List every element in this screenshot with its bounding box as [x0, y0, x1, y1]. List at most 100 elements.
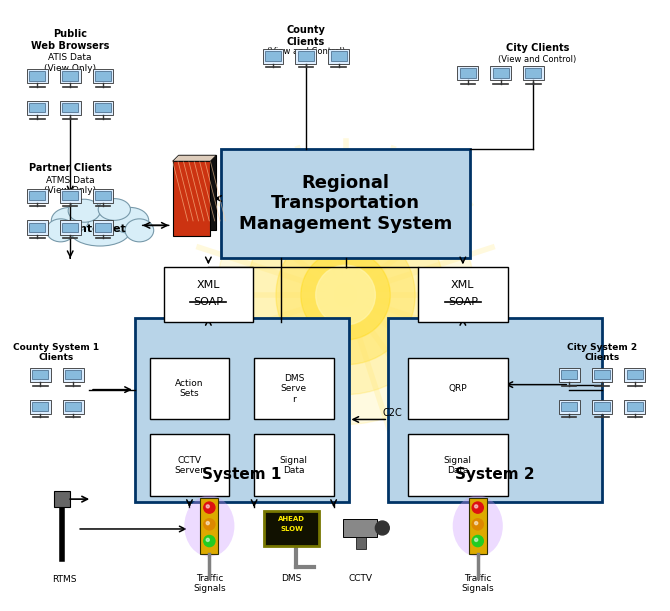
Bar — [65, 370, 81, 379]
Bar — [95, 71, 111, 81]
Bar — [60, 69, 80, 84]
Text: (View and Control): (View and Control) — [267, 47, 345, 56]
Ellipse shape — [98, 199, 131, 221]
Bar — [27, 101, 48, 115]
Bar — [626, 370, 643, 379]
Text: SLOW: SLOW — [281, 526, 304, 532]
Text: City Clients: City Clients — [506, 43, 569, 53]
Ellipse shape — [184, 496, 234, 557]
Text: DMS
Serve
r: DMS Serve r — [281, 374, 307, 403]
Bar — [594, 401, 610, 411]
Bar — [297, 51, 314, 60]
Bar — [330, 51, 346, 60]
Bar — [32, 401, 48, 411]
Circle shape — [474, 522, 478, 525]
Bar — [265, 51, 281, 60]
Bar — [561, 370, 578, 379]
Bar — [29, 191, 46, 200]
Bar — [561, 401, 578, 411]
Bar — [626, 401, 643, 411]
Bar — [27, 221, 48, 235]
Circle shape — [246, 196, 445, 395]
Bar — [460, 68, 476, 78]
Bar — [92, 221, 113, 235]
Polygon shape — [173, 155, 216, 161]
Bar — [27, 189, 48, 203]
Bar — [624, 368, 645, 382]
Text: QRP: QRP — [448, 384, 467, 393]
Bar — [200, 498, 218, 554]
Bar — [149, 358, 229, 420]
Bar — [469, 498, 486, 554]
Bar — [30, 368, 51, 382]
Bar — [92, 101, 113, 115]
Bar — [30, 400, 51, 414]
Text: Action
Sets: Action Sets — [176, 379, 204, 398]
Text: (View and Control): (View and Control) — [498, 55, 576, 64]
Circle shape — [474, 538, 478, 541]
Circle shape — [375, 521, 389, 535]
Text: County System 1
Clients: County System 1 Clients — [13, 343, 99, 362]
Text: AHEAD: AHEAD — [278, 516, 306, 522]
Polygon shape — [178, 155, 216, 230]
Bar — [63, 400, 84, 414]
Bar — [492, 68, 509, 78]
Bar — [592, 400, 612, 414]
Bar — [60, 101, 80, 115]
Bar — [62, 71, 78, 81]
Text: RTMS: RTMS — [52, 575, 76, 584]
Circle shape — [474, 505, 478, 508]
Text: System 2: System 2 — [456, 467, 535, 481]
Text: Internet: Internet — [74, 224, 125, 235]
Polygon shape — [173, 161, 210, 236]
Bar — [295, 49, 316, 64]
Text: DMS: DMS — [281, 574, 301, 583]
Bar — [221, 148, 470, 258]
Bar — [342, 519, 377, 537]
Circle shape — [472, 535, 483, 547]
Bar — [408, 434, 508, 496]
Text: XML: XML — [196, 280, 220, 290]
Bar — [29, 71, 46, 81]
Bar — [32, 370, 48, 379]
Text: SOAP: SOAP — [448, 297, 478, 307]
Bar — [254, 358, 334, 420]
Text: SOAP: SOAP — [194, 297, 223, 307]
Ellipse shape — [111, 207, 149, 233]
Bar — [135, 318, 348, 502]
Ellipse shape — [125, 219, 153, 242]
Text: Public
Web Browsers: Public Web Browsers — [31, 29, 109, 51]
Bar — [62, 191, 78, 200]
Bar — [254, 434, 334, 496]
Circle shape — [206, 505, 209, 508]
Bar — [263, 49, 283, 64]
Text: XML: XML — [451, 280, 474, 290]
Bar — [60, 189, 80, 203]
Text: Signal
Data: Signal Data — [280, 456, 308, 475]
Bar — [523, 66, 544, 81]
Bar — [328, 49, 349, 64]
Bar — [27, 69, 48, 84]
Text: Traffic
Signals: Traffic Signals — [462, 574, 494, 593]
Text: Traffic
Signals: Traffic Signals — [193, 574, 226, 593]
Bar — [92, 69, 113, 84]
Text: ATIS Data
(View Only): ATIS Data (View Only) — [44, 53, 96, 73]
Ellipse shape — [52, 207, 88, 233]
Circle shape — [206, 522, 209, 525]
Circle shape — [472, 519, 483, 530]
Bar — [559, 400, 580, 414]
Circle shape — [204, 502, 215, 513]
Bar — [525, 68, 541, 78]
Bar — [54, 491, 70, 507]
Text: City System 2
Clients: City System 2 Clients — [567, 343, 637, 362]
Text: C2C: C2C — [383, 408, 402, 417]
Circle shape — [216, 166, 475, 425]
Circle shape — [204, 519, 215, 530]
Bar — [163, 267, 253, 322]
Text: Regional
Transportation
Management System: Regional Transportation Management Syste… — [239, 174, 452, 233]
Bar — [490, 66, 511, 81]
Bar — [95, 191, 111, 200]
Bar — [62, 103, 78, 112]
Bar — [624, 400, 645, 414]
Text: CCTV
Server: CCTV Server — [175, 456, 204, 475]
